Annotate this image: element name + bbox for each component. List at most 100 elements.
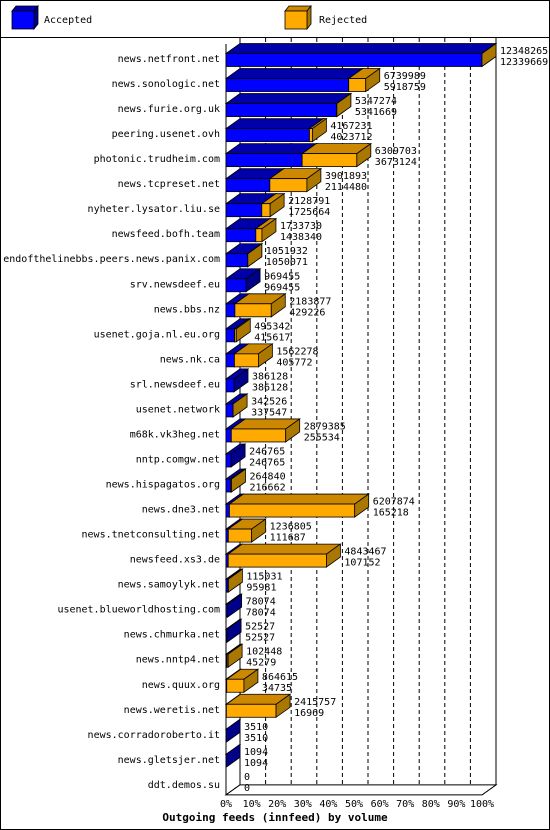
legend-label-rejected: Rejected [319,15,367,26]
bar-accepted-front [225,178,271,193]
category-label: news.tnetconsulting.net [82,530,220,541]
value-label-accepted: 969455 [264,282,300,293]
bar-accepted-side [245,267,261,293]
bar-rejected-top [226,543,342,555]
value-label-total: 6207874 [373,497,415,508]
category-label: news.samoylyk.net [118,580,220,591]
category-label: news.weretis.net [124,705,220,716]
bar-accepted [224,368,250,393]
value-label-total: 264840 [249,472,285,483]
value-label-total: 246765 [249,446,285,457]
bar-accepted-front [225,78,350,92]
bar-rejected [300,142,373,168]
bar-accepted-front [225,478,231,493]
bar-rejected [226,543,342,568]
bar-accepted [224,67,364,93]
bar-rejected-side [235,318,251,343]
value-label-total: 1051932 [266,246,308,257]
bar-rejected-side [275,693,291,719]
value-label-accepted: 111687 [270,533,306,544]
bars [224,42,498,769]
value-label-accepted: 255534 [304,432,340,443]
value-label-accepted: 4023712 [330,132,372,143]
value-label-total: 1236805 [270,522,312,533]
category-label: nntp.comgw.net [136,454,220,465]
value-label-total: 3510 [244,722,268,733]
value-label-total: 1094 [244,747,268,758]
legend-label-accepted: Accepted [44,15,92,26]
bar-accepted [224,42,498,68]
chart-floor [224,784,498,796]
value-label-accepted: 5918759 [384,82,426,93]
bar-rejected-front [348,78,367,92]
category-label: newsfeed.bofh.team [112,229,220,240]
bar-rejected-top [228,493,370,505]
bar-rejected [226,568,244,593]
bar-accepted-top [224,93,352,104]
value-label-accepted: 405772 [276,357,312,368]
value-label-accepted: 16969 [294,708,324,719]
bar-accepted-front [225,103,338,117]
category-label: news.gletsjer.net [118,755,220,766]
bar-rejected-side [227,643,243,668]
category-label: news.nk.ca [160,354,220,365]
value-label-accepted: 3673124 [375,157,417,168]
category-label: endofthelinebbs.peers.news.panix.com [3,254,220,265]
bar-rejected [233,318,252,343]
bar-rejected-side [243,668,259,694]
value-label-total: 6309703 [375,146,417,157]
value-label-total: 102448 [246,647,282,658]
value-label-total: 1562278 [276,346,318,357]
value-label-accepted: 337547 [251,407,287,418]
category-label: srv.newsdeef.eu [130,279,220,290]
bar-rejected-side [481,42,497,68]
value-label-accepted: 34735 [262,683,292,694]
bar-accepted-side [225,743,241,769]
value-label-accepted: 95981 [246,583,276,594]
category-label: ddt.demos.su [148,780,220,791]
value-label-total: 864615 [262,672,298,683]
value-label-total: 12348265 [500,46,548,57]
value-label-total: 5347274 [355,96,397,107]
category-label: srl.newsdeef.eu [130,379,220,390]
bar-rejected-side [227,568,243,593]
bar-rejected-front [225,703,277,718]
bar-rejected-front [230,428,287,443]
value-label-total: 386128 [252,371,288,382]
value-label-total: 4167231 [330,121,372,132]
bar-rejected [229,468,247,493]
bar-rejected [246,242,264,268]
bar-rejected-side [257,343,273,368]
bar-accepted-front [225,253,249,268]
bar-rejected-front [229,503,356,518]
bar-accepted-top [224,118,325,129]
bar-rejected-side [336,92,352,118]
bar-accepted-side [226,618,242,643]
value-label-total: 78074 [246,597,276,608]
bar-accepted-top [224,43,498,54]
category-label: news.nntp4.net [136,655,220,666]
value-label-accepted: 12339669 [500,57,548,68]
category-label: news.dne3.net [142,505,220,516]
bar-accepted-front [225,403,234,418]
value-label-total: 1733730 [280,221,322,232]
value-label-total: 52527 [245,622,275,633]
value-label-accepted: 1050071 [266,257,308,268]
bar-accepted [224,593,243,618]
bar-rejected-side [269,192,285,218]
x-tick-label: 50% [345,799,363,810]
bar-rejected-side [251,518,267,543]
x-tick-label: 60% [371,799,389,810]
x-tick-label: 0% [220,799,232,810]
category-label: peering.usenet.ovh [112,129,220,140]
bar-accepted-front [225,153,303,168]
bar-accepted-side [230,443,246,468]
bar-rejected [308,117,328,143]
value-label-total: 4843467 [344,547,386,558]
category-label: photonic.trudheim.com [94,154,220,165]
category-label: news.tcpreset.net [118,179,220,190]
bar-rejected-side [354,493,370,518]
